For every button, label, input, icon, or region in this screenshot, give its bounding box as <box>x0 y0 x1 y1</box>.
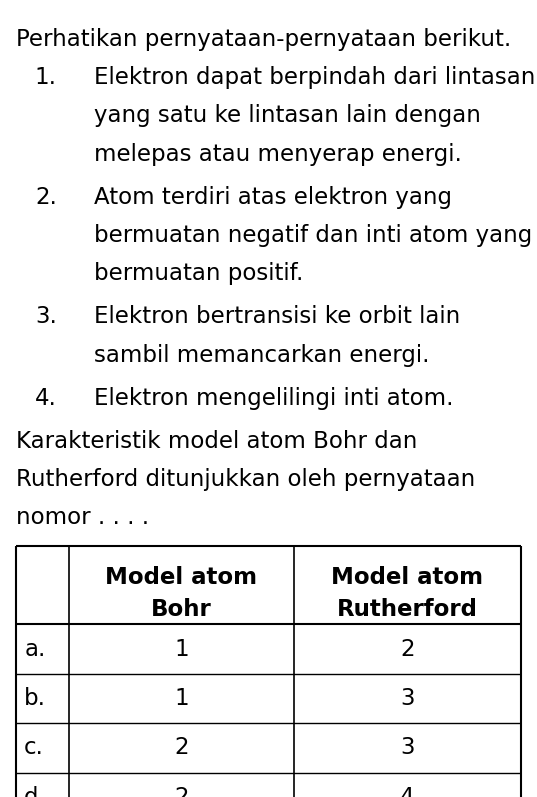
Text: 2: 2 <box>174 736 188 760</box>
Text: Rutherford: Rutherford <box>337 598 478 621</box>
Text: 3.: 3. <box>35 305 57 328</box>
Text: Model atom: Model atom <box>331 566 483 589</box>
Text: bermuatan positif.: bermuatan positif. <box>94 262 303 285</box>
Text: 1: 1 <box>174 687 188 710</box>
Text: 1: 1 <box>174 638 188 661</box>
Text: Elektron mengelilingi inti atom.: Elektron mengelilingi inti atom. <box>94 387 453 410</box>
Text: 2: 2 <box>174 786 188 797</box>
Text: bermuatan negatif dan inti atom yang: bermuatan negatif dan inti atom yang <box>94 224 532 247</box>
Text: yang satu ke lintasan lain dengan: yang satu ke lintasan lain dengan <box>94 104 481 128</box>
Text: Elektron dapat berpindah dari lintasan: Elektron dapat berpindah dari lintasan <box>94 66 535 89</box>
Text: Perhatikan pernyataan-pernyataan berikut.: Perhatikan pernyataan-pernyataan berikut… <box>16 28 511 51</box>
Text: 1.: 1. <box>35 66 57 89</box>
Text: 3: 3 <box>400 736 415 760</box>
Text: melepas atau menyerap energi.: melepas atau menyerap energi. <box>94 143 462 166</box>
Text: 2.: 2. <box>35 186 57 209</box>
Text: a.: a. <box>24 638 46 661</box>
Text: Model atom: Model atom <box>105 566 257 589</box>
Text: d.: d. <box>24 786 46 797</box>
Text: 3: 3 <box>400 687 415 710</box>
Text: nomor . . . .: nomor . . . . <box>16 506 149 529</box>
Text: 4.: 4. <box>35 387 57 410</box>
Text: b.: b. <box>24 687 46 710</box>
Text: Atom terdiri atas elektron yang: Atom terdiri atas elektron yang <box>94 186 452 209</box>
Text: c.: c. <box>24 736 44 760</box>
Text: sambil memancarkan energi.: sambil memancarkan energi. <box>94 344 430 367</box>
Text: Bohr: Bohr <box>151 598 212 621</box>
Text: 4: 4 <box>400 786 415 797</box>
Text: Rutherford ditunjukkan oleh pernyataan: Rutherford ditunjukkan oleh pernyataan <box>16 468 475 491</box>
Text: Karakteristik model atom Bohr dan: Karakteristik model atom Bohr dan <box>16 430 417 453</box>
Text: 2: 2 <box>400 638 415 661</box>
Text: Elektron bertransisi ke orbit lain: Elektron bertransisi ke orbit lain <box>94 305 460 328</box>
